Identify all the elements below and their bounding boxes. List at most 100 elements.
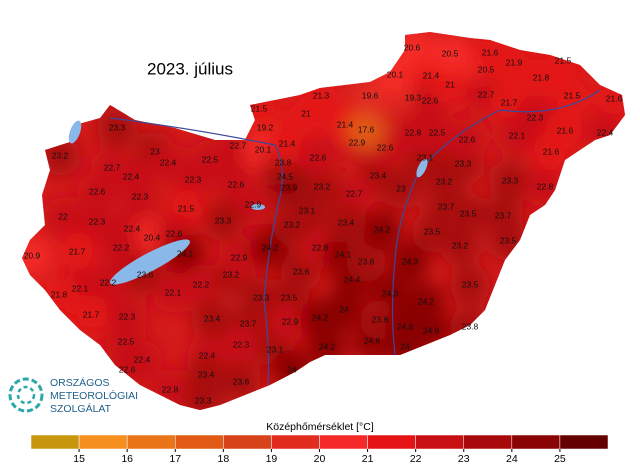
station-value: 21.5	[564, 90, 581, 100]
station-value: 19.6	[362, 90, 379, 100]
station-value: 24.2	[374, 224, 391, 234]
station-value: 23.7	[438, 201, 455, 211]
colorbar-bin	[319, 434, 368, 450]
station-value: 21.6	[482, 47, 499, 57]
temperature-cell	[77, 172, 117, 212]
colorbar-bin	[367, 434, 416, 450]
station-value: 24.6	[364, 335, 381, 345]
map-title: 2023. július	[147, 59, 233, 78]
lake-ferto	[68, 120, 82, 144]
colorbar-tick-label: 20	[314, 453, 326, 465]
colorbar-bin	[415, 434, 464, 450]
station-value: 22.4	[134, 354, 151, 364]
station-value: 22.5	[202, 154, 219, 164]
station-value: 22.6	[166, 228, 183, 238]
temperature-cell	[531, 132, 571, 172]
station-value: 23.7	[240, 318, 257, 328]
station-value: 22.3	[185, 174, 202, 184]
station-value: 22.5	[429, 127, 446, 137]
station-value: 23.3	[502, 175, 519, 185]
colorbar-tick-label: 15	[73, 453, 85, 465]
temperature-cell	[552, 76, 592, 116]
station-value: 22.2	[100, 277, 117, 287]
station-value: 22.6	[228, 179, 245, 189]
station-value: 23.8	[358, 256, 375, 266]
station-value: 21.7	[501, 97, 518, 107]
colorbar: 15 16 17 18 19 20 21 22 23 24 25	[30, 434, 609, 465]
station-value: 24.5	[277, 171, 294, 181]
temperature-cell	[430, 65, 470, 105]
temperature-cell	[101, 228, 141, 268]
logo-text: SZOLGÁLAT	[50, 402, 112, 415]
station-value: 22.4	[597, 127, 614, 137]
temperature-cell	[183, 381, 223, 410]
station-value: 21.7	[83, 309, 100, 319]
station-value: 20.6	[404, 42, 421, 52]
station-value: 21.9	[506, 57, 523, 67]
station-value: 22.2	[193, 279, 210, 289]
station-value: 21.6	[557, 125, 574, 135]
station-value: 22.6	[310, 152, 327, 162]
station-value: 23	[396, 183, 406, 193]
temperature-cell	[221, 325, 261, 365]
colorbar-bin	[78, 434, 128, 450]
station-value: 22.8	[537, 181, 554, 191]
temperature-cell	[324, 290, 364, 330]
danube	[109, 117, 283, 386]
station-value: 23.3	[195, 395, 212, 405]
station-value: 22.5	[118, 336, 135, 346]
station-value: 22.6	[89, 186, 106, 196]
station-value: 21.4	[337, 119, 354, 129]
temperature-cell	[270, 302, 310, 342]
station-value: 24.2	[312, 312, 329, 322]
station-value: 23.7	[495, 210, 512, 220]
station-value: 22.4	[124, 223, 141, 233]
station-value: 22.8	[312, 242, 329, 252]
station-value: 22.8	[405, 127, 422, 137]
station-value: 21.7	[69, 246, 86, 256]
station-value: 23.3	[109, 122, 126, 132]
station-value: 24.4	[344, 274, 361, 284]
colorbar-tick-label: 17	[169, 453, 181, 465]
lake-tisza	[416, 158, 428, 178]
station-value: 23.1	[417, 152, 434, 162]
station-value: 22.4	[199, 350, 216, 360]
station-value: 21.5	[178, 203, 195, 213]
station-value: 24.1	[177, 248, 194, 258]
temperature-cell	[192, 299, 232, 339]
station-value: 23.5	[424, 226, 441, 236]
temperature-cell	[286, 94, 326, 134]
station-value: 22.6	[377, 142, 394, 152]
logo-text: ORSZÁGOS	[50, 376, 110, 389]
station-value: 23.6	[293, 266, 310, 276]
station-value: 24.3	[402, 256, 419, 266]
station-value: 22.3	[233, 339, 250, 349]
station-value: 23.2	[436, 176, 453, 186]
station-value: 21.8	[51, 289, 68, 299]
colorbar-tick-label: 23	[458, 453, 470, 465]
station-value: 24.8	[397, 321, 414, 331]
station-value: 19.2	[257, 122, 274, 132]
station-value: 22.3	[132, 191, 149, 201]
station-value: 22.9	[231, 252, 248, 262]
temperature-cell	[490, 161, 530, 201]
station-value: 23.5	[462, 279, 479, 289]
temperature-cell	[77, 202, 117, 242]
station-value: 21.6	[606, 93, 623, 103]
lake-velence	[251, 204, 265, 210]
station-value: 21.6	[543, 146, 560, 156]
temperature-cell	[120, 177, 160, 217]
station-value: 23.1	[267, 344, 284, 354]
colorbar-bin	[175, 434, 224, 450]
temperature-cell	[521, 58, 561, 98]
station-value: 22.3	[119, 311, 136, 321]
station-value: 23.2	[314, 181, 331, 191]
station-value: 23.4	[338, 217, 355, 227]
temperature-cell	[97, 108, 137, 148]
station-value: 22.7	[478, 89, 495, 99]
station-value: 24	[287, 364, 297, 374]
station-value: 22.6	[422, 95, 439, 105]
station-value: 23.3	[253, 292, 270, 302]
station-value: 24.3	[382, 288, 399, 298]
